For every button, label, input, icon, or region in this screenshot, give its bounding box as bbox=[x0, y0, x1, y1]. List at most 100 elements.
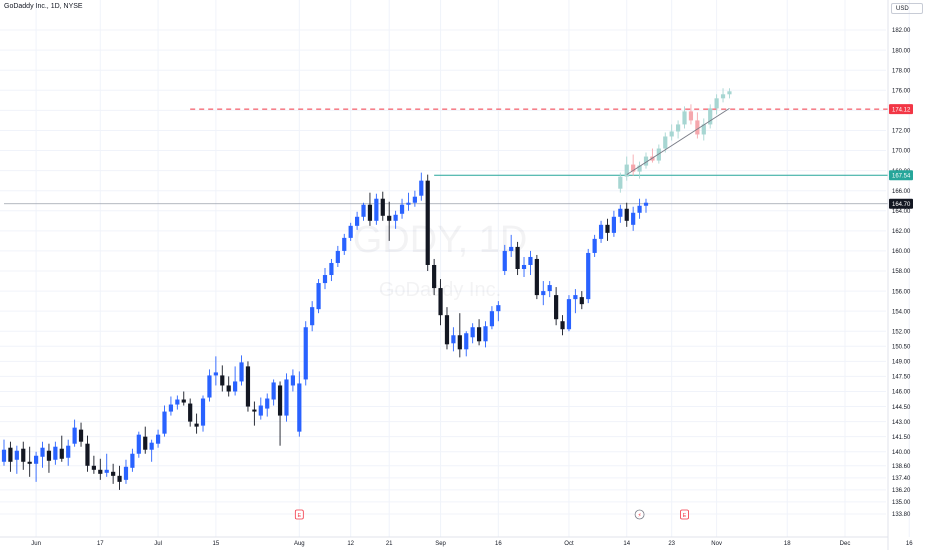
candle bbox=[355, 216, 360, 226]
earnings-badge bbox=[294, 509, 304, 520]
candle bbox=[438, 288, 443, 316]
x-tick-label: 12 bbox=[347, 541, 354, 547]
candle bbox=[329, 262, 334, 276]
projected-candle bbox=[676, 124, 681, 132]
candle bbox=[534, 258, 539, 296]
x-tick-label: Jun bbox=[31, 541, 41, 547]
candle bbox=[374, 198, 379, 221]
current-level-label: 164.70 bbox=[892, 202, 911, 208]
price-levels bbox=[4, 108, 888, 205]
event-symbol: ⚡ bbox=[638, 512, 642, 519]
projected-candle bbox=[643, 156, 649, 166]
y-tick-label: 150.50 bbox=[892, 345, 911, 351]
y-tick-label: 146.00 bbox=[892, 390, 911, 396]
y-tick-label: 160.00 bbox=[892, 249, 911, 255]
candle bbox=[380, 198, 385, 216]
candle bbox=[502, 250, 507, 272]
x-tick-label: 16 bbox=[906, 541, 913, 547]
x-tick-label: 16 bbox=[495, 541, 502, 547]
candle bbox=[624, 208, 629, 221]
candle bbox=[181, 399, 186, 403]
projected-candle bbox=[720, 94, 726, 99]
candle bbox=[515, 246, 520, 270]
y-tick-label: 141.50 bbox=[892, 435, 911, 441]
candle bbox=[66, 445, 71, 458]
candle bbox=[579, 297, 584, 305]
candle bbox=[91, 465, 96, 470]
y-tick-label: 137.40 bbox=[892, 476, 911, 482]
candle bbox=[476, 327, 482, 342]
support-level-label: 167.54 bbox=[892, 174, 911, 180]
x-tick-label: Oct bbox=[564, 541, 574, 547]
candle bbox=[586, 252, 591, 300]
candle bbox=[277, 385, 283, 416]
candle bbox=[40, 447, 45, 457]
candle bbox=[168, 404, 174, 412]
projected-candle bbox=[624, 164, 629, 177]
candle bbox=[98, 469, 103, 474]
y-tick-label: 182.00 bbox=[892, 28, 911, 34]
y-tick-label: 143.00 bbox=[892, 420, 911, 426]
candle bbox=[322, 275, 328, 284]
candle bbox=[111, 471, 116, 476]
current-label-bg bbox=[889, 198, 913, 209]
candle bbox=[566, 299, 572, 330]
candle bbox=[399, 204, 405, 214]
candle bbox=[290, 375, 295, 386]
y-tick-label: 154.00 bbox=[892, 309, 911, 315]
price-level-labels: 174.12 167.54 164.70 bbox=[889, 104, 913, 209]
candle bbox=[387, 215, 392, 221]
candles bbox=[1, 172, 649, 490]
candle bbox=[252, 409, 257, 412]
candle bbox=[46, 450, 52, 461]
y-tick-label: 136.20 bbox=[892, 488, 911, 494]
grid bbox=[0, 0, 910, 537]
y-tick-label: 176.00 bbox=[892, 88, 911, 94]
candle bbox=[419, 180, 424, 196]
event-marker: E bbox=[294, 509, 304, 520]
support-label-bg bbox=[889, 170, 913, 181]
candle bbox=[393, 214, 398, 221]
candle bbox=[123, 466, 129, 480]
candle bbox=[149, 442, 154, 450]
candle bbox=[104, 469, 109, 473]
earnings-badge bbox=[680, 509, 689, 520]
y-tick-label: 170.00 bbox=[892, 149, 911, 155]
y-tick-label: 140.00 bbox=[892, 450, 911, 456]
candle bbox=[226, 385, 231, 392]
x-tick-label: 23 bbox=[668, 541, 675, 547]
event-symbol: E bbox=[683, 513, 687, 519]
candle bbox=[547, 285, 552, 292]
candle bbox=[541, 291, 546, 296]
candle bbox=[335, 250, 340, 263]
candle bbox=[605, 224, 610, 233]
candle bbox=[27, 461, 32, 464]
trend-line-layer bbox=[626, 107, 730, 176]
projected-candle bbox=[708, 108, 713, 125]
candle bbox=[265, 398, 270, 409]
candle bbox=[34, 455, 39, 464]
candle bbox=[560, 321, 565, 330]
candle bbox=[245, 366, 251, 407]
candle bbox=[85, 443, 90, 466]
candle bbox=[143, 436, 148, 450]
candle bbox=[496, 305, 501, 312]
candle bbox=[271, 382, 276, 400]
projected-candle bbox=[618, 176, 623, 189]
y-tick-label: 147.50 bbox=[892, 375, 911, 381]
candle bbox=[342, 237, 347, 251]
x-tick-label: Dec bbox=[840, 541, 851, 547]
candle bbox=[611, 216, 616, 233]
candle bbox=[361, 204, 366, 217]
projected-candle bbox=[727, 91, 732, 95]
y-tick-label: 162.00 bbox=[892, 229, 911, 235]
candle bbox=[78, 429, 84, 442]
x-tick-label: 18 bbox=[784, 541, 791, 547]
currency-selector[interactable]: USD bbox=[891, 3, 923, 14]
projected-candle bbox=[714, 98, 719, 109]
event-markers: E ⚡ E bbox=[294, 509, 689, 520]
candle bbox=[175, 399, 180, 405]
